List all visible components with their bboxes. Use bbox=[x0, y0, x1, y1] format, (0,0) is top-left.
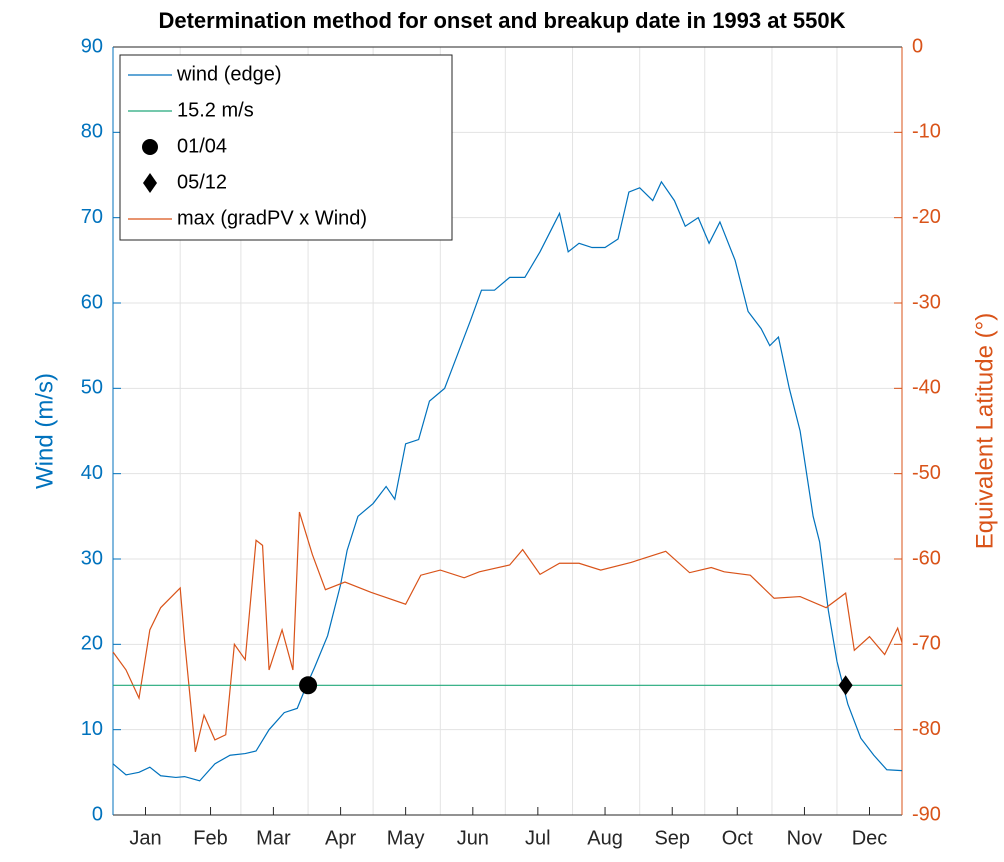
y-tick-label: 50 bbox=[81, 377, 103, 399]
x-tick-label: Dec bbox=[852, 827, 888, 849]
y-tick-label: 0 bbox=[92, 803, 103, 825]
x-tick-label: Sep bbox=[654, 827, 690, 849]
y-tick-label: 40 bbox=[81, 462, 103, 484]
x-tick-label: Nov bbox=[787, 827, 823, 849]
x-tick-label: Aug bbox=[587, 827, 623, 849]
x-tick-label: Feb bbox=[193, 827, 227, 849]
y-axis-label: Wind (m/s) bbox=[31, 373, 58, 489]
legend-label: 15.2 m/s bbox=[177, 99, 254, 121]
line-series bbox=[112, 511, 903, 752]
y-tick-label: 90 bbox=[81, 35, 103, 57]
x-tick-label: Apr bbox=[325, 827, 356, 849]
x-tick-label: Mar bbox=[256, 827, 291, 849]
x-tick-label: May bbox=[387, 827, 425, 849]
y2-tick-label: -90 bbox=[912, 803, 941, 825]
legend-swatch bbox=[143, 173, 157, 193]
y2-tick-label: -60 bbox=[912, 547, 941, 569]
x-tick-label: Oct bbox=[722, 827, 754, 849]
chart-title: Determination method for onset and break… bbox=[158, 8, 845, 33]
legend-label: max (gradPV x Wind) bbox=[177, 207, 367, 229]
x-tick-label: Jun bbox=[457, 827, 489, 849]
y2-tick-label: -40 bbox=[912, 377, 941, 399]
line-series bbox=[112, 180, 903, 782]
legend-label: 05/12 bbox=[177, 171, 227, 193]
legend-box bbox=[119, 54, 453, 241]
y-tick-label: 30 bbox=[81, 547, 103, 569]
x-tick-label: Jan bbox=[129, 827, 161, 849]
y2-tick-label: -50 bbox=[912, 462, 941, 484]
y2-tick-label: -80 bbox=[912, 718, 941, 740]
y2-axis-label: Equivalent Latitude (°) bbox=[971, 313, 998, 549]
y-tick-label: 80 bbox=[81, 121, 103, 143]
y2-tick-label: 0 bbox=[912, 35, 923, 57]
y2-tick-label: -10 bbox=[912, 121, 941, 143]
x-tick-label: Jul bbox=[525, 827, 551, 849]
point-marker bbox=[299, 676, 318, 695]
y2-tick-label: -70 bbox=[912, 633, 941, 655]
point-marker bbox=[838, 675, 853, 696]
y2-tick-label: -30 bbox=[912, 291, 941, 313]
y-tick-label: 70 bbox=[81, 206, 103, 228]
y2-tick-label: -20 bbox=[912, 206, 941, 228]
y-tick-label: 10 bbox=[81, 718, 103, 740]
y-tick-label: 20 bbox=[81, 633, 103, 655]
y-tick-label: 60 bbox=[81, 291, 103, 313]
legend-swatch bbox=[142, 139, 158, 155]
legend-label: wind (edge) bbox=[176, 63, 282, 85]
legend-label: 01/04 bbox=[177, 135, 227, 157]
